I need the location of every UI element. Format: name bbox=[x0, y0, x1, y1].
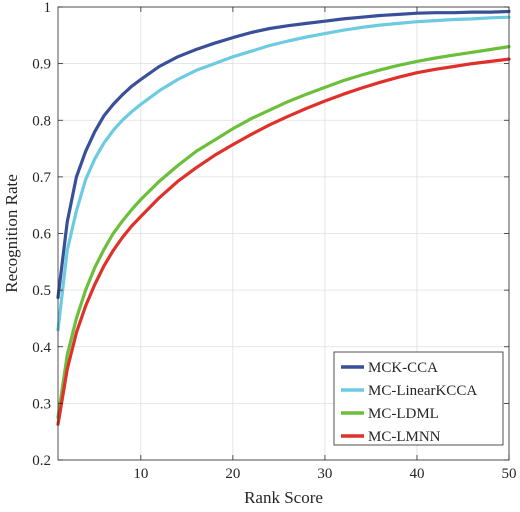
series-line-mc-linearkcca bbox=[56, 15, 511, 332]
y-tick-label: 0.4 bbox=[32, 340, 51, 356]
legend-label: MCK-CCA bbox=[368, 360, 438, 376]
legend: MCK-CCA MC-LinearKCCA MC-LDML MC-LMNN bbox=[333, 351, 504, 446]
x-tick-label: 30 bbox=[317, 466, 332, 482]
y-axis-label: Recognition Rate bbox=[2, 174, 21, 293]
y-tick-label: 0.5 bbox=[32, 283, 51, 299]
y-tick-label: 1 bbox=[44, 0, 52, 16]
legend-label: MC-LDML bbox=[368, 406, 439, 422]
legend-label: MC-LinearKCCA bbox=[368, 383, 477, 399]
x-tick-label: 50 bbox=[502, 466, 517, 482]
y-tick-label: 0.8 bbox=[32, 113, 51, 129]
series-lines bbox=[56, 9, 511, 426]
series-line-mc-lmnn bbox=[56, 57, 511, 426]
x-tick-label: 20 bbox=[225, 466, 240, 482]
y-tick-label: 0.9 bbox=[32, 57, 51, 73]
legend-label: MC-LMNN bbox=[368, 429, 441, 445]
series-line-mck-cca bbox=[56, 9, 511, 300]
axis-ticks: 0.2 0.3 0.4 0.5 0.6 0.7 0.8 0.9 1 10 20 30 40 50 bbox=[32, 0, 516, 482]
y-tick-label: 0.7 bbox=[32, 170, 51, 186]
x-tick-label: 10 bbox=[133, 466, 148, 482]
x-axis-label: Rank Score bbox=[244, 488, 323, 507]
series-line-mc-ldml bbox=[56, 44, 511, 420]
y-tick-label: 0.2 bbox=[32, 453, 51, 469]
x-tick-label: 40 bbox=[409, 466, 424, 482]
y-tick-label: 0.6 bbox=[32, 227, 51, 243]
y-tick-label: 0.3 bbox=[32, 396, 51, 412]
